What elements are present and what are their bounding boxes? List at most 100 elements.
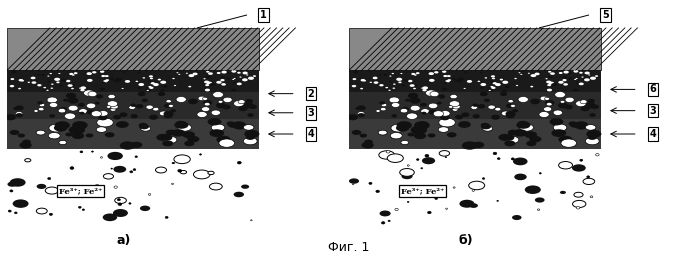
Ellipse shape <box>401 107 409 111</box>
Ellipse shape <box>572 164 586 172</box>
Ellipse shape <box>105 75 109 77</box>
Ellipse shape <box>563 71 569 74</box>
Ellipse shape <box>434 71 438 74</box>
Ellipse shape <box>162 140 173 146</box>
Ellipse shape <box>165 216 168 218</box>
Ellipse shape <box>70 84 75 87</box>
Ellipse shape <box>452 78 456 80</box>
Ellipse shape <box>97 118 113 127</box>
Ellipse shape <box>82 209 84 211</box>
Ellipse shape <box>440 111 450 116</box>
Ellipse shape <box>131 104 136 107</box>
Ellipse shape <box>54 121 70 129</box>
Ellipse shape <box>138 72 140 74</box>
Ellipse shape <box>10 85 14 87</box>
Ellipse shape <box>249 105 257 109</box>
Ellipse shape <box>221 79 225 81</box>
Ellipse shape <box>47 97 57 103</box>
Ellipse shape <box>510 104 515 107</box>
Ellipse shape <box>37 74 40 76</box>
Ellipse shape <box>150 77 153 79</box>
Ellipse shape <box>113 115 121 120</box>
Ellipse shape <box>80 86 86 89</box>
Ellipse shape <box>391 124 406 132</box>
Ellipse shape <box>74 72 77 74</box>
Ellipse shape <box>61 79 66 82</box>
Ellipse shape <box>414 74 417 76</box>
Ellipse shape <box>376 110 380 112</box>
Ellipse shape <box>389 97 399 103</box>
Ellipse shape <box>514 78 517 79</box>
Ellipse shape <box>10 130 20 135</box>
Ellipse shape <box>188 86 191 88</box>
Ellipse shape <box>70 167 74 169</box>
Ellipse shape <box>107 101 117 107</box>
Ellipse shape <box>216 131 224 135</box>
Ellipse shape <box>140 206 150 211</box>
Ellipse shape <box>107 152 123 160</box>
Ellipse shape <box>422 157 435 164</box>
Ellipse shape <box>151 82 155 84</box>
Ellipse shape <box>410 84 415 87</box>
Ellipse shape <box>145 89 151 92</box>
Text: 1: 1 <box>260 10 267 20</box>
Ellipse shape <box>241 184 249 189</box>
Ellipse shape <box>84 72 89 74</box>
Ellipse shape <box>161 89 165 92</box>
Ellipse shape <box>482 126 493 131</box>
Ellipse shape <box>163 136 177 143</box>
Ellipse shape <box>108 95 115 99</box>
Bar <box>349 91 601 119</box>
Ellipse shape <box>400 169 415 176</box>
Ellipse shape <box>27 82 30 83</box>
Ellipse shape <box>202 107 209 111</box>
Ellipse shape <box>205 84 209 86</box>
Ellipse shape <box>91 151 94 152</box>
Ellipse shape <box>63 99 68 102</box>
Text: Фиг. 1: Фиг. 1 <box>328 241 370 254</box>
Ellipse shape <box>216 136 230 143</box>
Ellipse shape <box>505 136 519 143</box>
Ellipse shape <box>516 85 518 86</box>
Ellipse shape <box>66 133 73 136</box>
Ellipse shape <box>463 88 466 89</box>
Text: 5: 5 <box>602 10 609 20</box>
Ellipse shape <box>188 74 194 77</box>
Ellipse shape <box>378 130 387 135</box>
Ellipse shape <box>401 173 413 179</box>
Ellipse shape <box>219 139 235 147</box>
Ellipse shape <box>221 71 227 74</box>
Ellipse shape <box>253 75 256 77</box>
Ellipse shape <box>446 208 447 209</box>
Bar <box>349 70 601 91</box>
Ellipse shape <box>535 73 540 75</box>
Ellipse shape <box>408 201 409 203</box>
Ellipse shape <box>545 102 551 105</box>
Text: 6: 6 <box>650 84 656 95</box>
Ellipse shape <box>101 75 105 77</box>
Ellipse shape <box>456 79 461 82</box>
Ellipse shape <box>114 197 126 204</box>
Ellipse shape <box>213 92 223 98</box>
Ellipse shape <box>209 183 222 190</box>
Ellipse shape <box>426 72 431 74</box>
Ellipse shape <box>114 79 119 82</box>
Ellipse shape <box>158 92 165 96</box>
Ellipse shape <box>45 187 59 194</box>
Ellipse shape <box>383 74 387 76</box>
Ellipse shape <box>73 133 82 138</box>
Ellipse shape <box>233 123 245 130</box>
Ellipse shape <box>15 105 24 111</box>
Ellipse shape <box>148 86 151 88</box>
Ellipse shape <box>100 70 105 73</box>
Ellipse shape <box>560 191 566 194</box>
Ellipse shape <box>68 84 73 87</box>
Ellipse shape <box>413 84 417 87</box>
Ellipse shape <box>438 127 449 132</box>
Ellipse shape <box>193 170 210 179</box>
Ellipse shape <box>488 87 490 89</box>
Ellipse shape <box>529 136 542 142</box>
Ellipse shape <box>587 176 590 178</box>
Ellipse shape <box>416 72 419 74</box>
Ellipse shape <box>149 75 153 77</box>
